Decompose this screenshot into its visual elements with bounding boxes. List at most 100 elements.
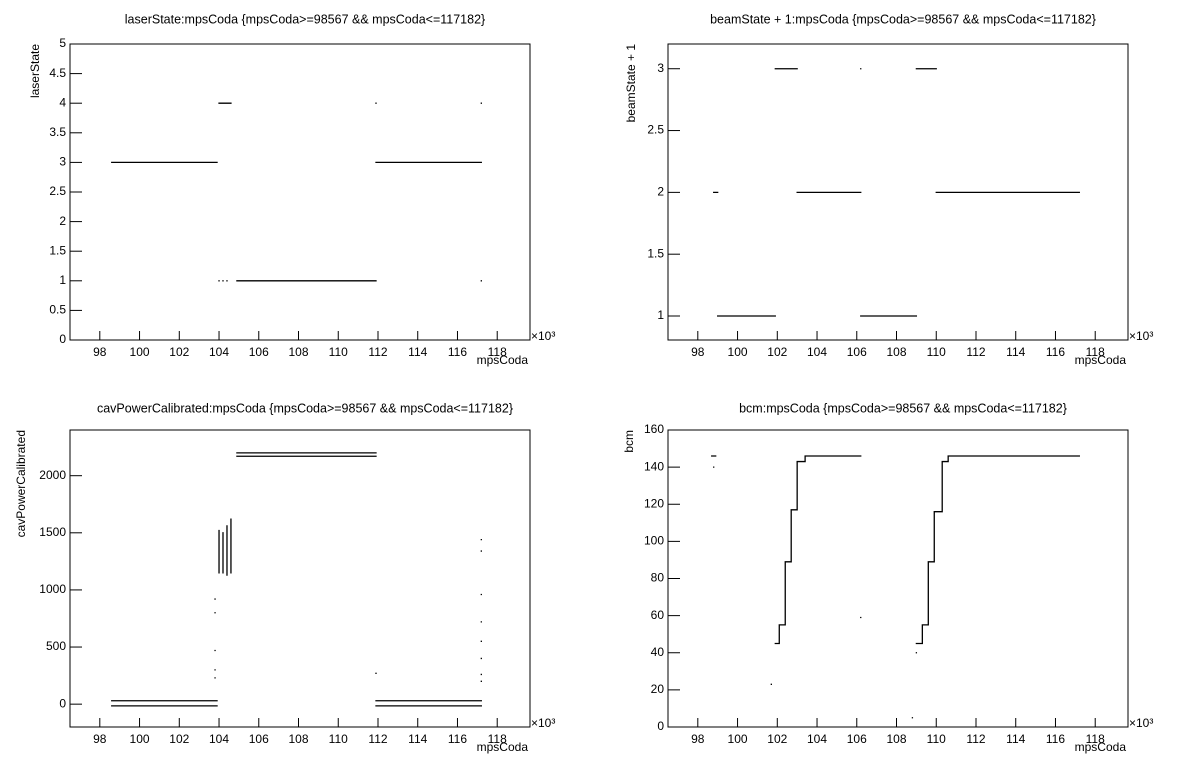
x-tick-label: 100 xyxy=(130,345,150,359)
plot-title: cavPowerCalibrated:mpsCoda {mpsCoda>=985… xyxy=(97,401,513,415)
y-axis-title: laserState xyxy=(28,44,42,98)
x-tick-label: 114 xyxy=(1006,732,1025,746)
y-tick-label: 3 xyxy=(59,155,66,169)
x-tick-label: 110 xyxy=(329,732,348,746)
data-series xyxy=(111,452,482,707)
y-tick-label: 1 xyxy=(657,308,664,322)
plot-frame xyxy=(667,429,1129,728)
y-tick-label: 80 xyxy=(651,571,665,585)
plot-panel: cavPowerCalibrated:mpsCoda {mpsCoda>=985… xyxy=(14,401,555,754)
x-tick-label: 118 xyxy=(488,345,507,359)
x-tick-label: 118 xyxy=(488,732,507,746)
y-tick-label: 3 xyxy=(657,61,664,75)
x-tick-label: 104 xyxy=(209,732,229,746)
y-tick-label: 1500 xyxy=(39,525,66,539)
plot-panel: laserState:mpsCoda {mpsCoda>=98567 && mp… xyxy=(28,12,555,367)
x-tick-label: 108 xyxy=(886,345,906,359)
x-tick-label: 106 xyxy=(847,345,867,359)
y-tick-label: 4.5 xyxy=(49,66,66,80)
y-tick-label: 2 xyxy=(657,185,664,199)
x-tick-label: 114 xyxy=(1006,345,1025,359)
y-tick-label: 0 xyxy=(657,719,664,733)
y-tick-label: 0 xyxy=(59,696,66,710)
x-tick-label: 112 xyxy=(966,732,985,746)
x-tick-label: 116 xyxy=(1046,345,1065,359)
x-exponent: ×10³ xyxy=(531,329,555,343)
x-tick-label: 102 xyxy=(169,345,189,359)
plot-title: beamState + 1:mpsCoda {mpsCoda>=98567 &&… xyxy=(710,12,1096,26)
x-tick-label: 108 xyxy=(886,732,906,746)
x-exponent: ×10³ xyxy=(1129,329,1153,343)
x-tick-label: 106 xyxy=(249,732,269,746)
x-tick-label: 114 xyxy=(408,345,427,359)
y-tick-label: 0.5 xyxy=(49,303,66,317)
y-axis-title: cavPowerCalibrated xyxy=(14,430,28,537)
plot-panel: bcm:mpsCoda {mpsCoda>=98567 && mpsCoda<=… xyxy=(622,401,1153,754)
x-tick-label: 108 xyxy=(288,732,308,746)
y-tick-label: 2.5 xyxy=(647,123,664,137)
x-tick-label: 116 xyxy=(448,732,467,746)
y-tick-label: 100 xyxy=(644,534,664,548)
x-tick-label: 104 xyxy=(807,345,827,359)
y-tick-label: 0 xyxy=(59,332,66,346)
y-tick-label: 1.5 xyxy=(49,243,66,257)
y-tick-label: 1.5 xyxy=(647,246,664,260)
x-tick-label: 102 xyxy=(767,345,787,359)
y-tick-label: 40 xyxy=(651,645,665,659)
x-tick-label: 110 xyxy=(329,345,348,359)
x-tick-label: 110 xyxy=(927,345,946,359)
x-exponent: ×10³ xyxy=(1129,716,1153,730)
plot-panel: beamState + 1:mpsCoda {mpsCoda>=98567 &&… xyxy=(624,12,1153,367)
y-tick-label: 2.5 xyxy=(49,184,66,198)
data-series xyxy=(711,455,1080,719)
y-tick-label: 5 xyxy=(59,36,66,50)
x-tick-label: 104 xyxy=(209,345,229,359)
x-tick-label: 98 xyxy=(93,345,107,359)
y-tick-label: 140 xyxy=(644,459,664,473)
y-tick-label: 60 xyxy=(651,608,665,622)
y-axis-title: bcm xyxy=(622,430,636,453)
y-tick-label: 20 xyxy=(651,682,665,696)
plot-frame xyxy=(69,43,531,341)
x-exponent: ×10³ xyxy=(531,716,555,730)
x-tick-label: 112 xyxy=(368,345,387,359)
y-tick-label: 160 xyxy=(644,422,664,436)
x-tick-label: 100 xyxy=(728,732,748,746)
x-tick-label: 118 xyxy=(1086,732,1105,746)
x-tick-label: 112 xyxy=(966,345,985,359)
x-tick-label: 100 xyxy=(728,345,748,359)
y-axis-title: beamState + 1 xyxy=(624,44,638,123)
y-tick-label: 3.5 xyxy=(49,125,66,139)
x-tick-label: 116 xyxy=(1046,732,1065,746)
y-tick-label: 2 xyxy=(59,214,66,228)
x-axis-title: mpsCoda xyxy=(477,740,529,754)
x-tick-label: 98 xyxy=(93,732,107,746)
y-tick-label: 4 xyxy=(59,95,66,109)
plot-title: laserState:mpsCoda {mpsCoda>=98567 && mp… xyxy=(125,12,485,26)
y-tick-label: 1 xyxy=(59,273,66,287)
x-tick-label: 108 xyxy=(288,345,308,359)
data-series xyxy=(111,102,482,282)
x-tick-label: 102 xyxy=(767,732,787,746)
x-tick-label: 98 xyxy=(691,345,705,359)
x-tick-label: 104 xyxy=(807,732,827,746)
y-tick-label: 120 xyxy=(644,496,664,510)
x-tick-label: 112 xyxy=(368,732,387,746)
plot-title: bcm:mpsCoda {mpsCoda>=98567 && mpsCoda<=… xyxy=(739,401,1067,415)
x-axis-title: mpsCoda xyxy=(1075,740,1127,754)
x-axis-title: mpsCoda xyxy=(477,353,529,367)
x-tick-label: 102 xyxy=(169,732,189,746)
data-series xyxy=(713,68,1080,317)
x-tick-label: 116 xyxy=(448,345,467,359)
x-tick-label: 106 xyxy=(847,732,867,746)
y-tick-label: 500 xyxy=(46,639,66,653)
x-tick-label: 118 xyxy=(1086,345,1105,359)
x-axis-title: mpsCoda xyxy=(1075,353,1127,367)
x-tick-label: 100 xyxy=(130,732,150,746)
x-tick-label: 114 xyxy=(408,732,427,746)
plot-frame xyxy=(69,429,531,728)
y-tick-label: 1000 xyxy=(39,582,66,596)
x-tick-label: 98 xyxy=(691,732,705,746)
x-tick-label: 110 xyxy=(927,732,946,746)
